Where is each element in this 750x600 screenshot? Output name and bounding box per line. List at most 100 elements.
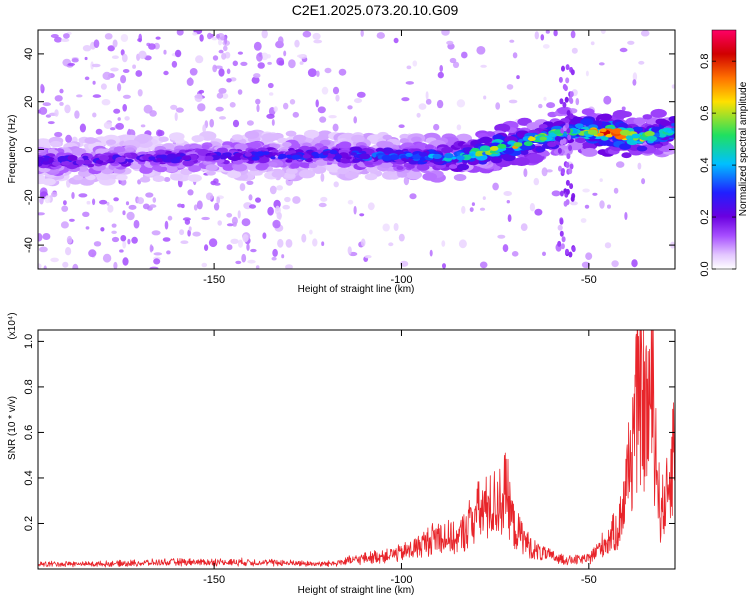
heat-speckle [163,177,171,182]
heat-speckle [632,72,638,81]
heat-cell [619,129,631,136]
heat-cell [234,143,248,151]
heat-cell [659,120,671,126]
heat-speckle [43,265,47,269]
colorbar-label: Normalized spectral amplitude [738,81,749,216]
heat-cell [416,163,430,171]
heat-speckle [585,70,589,77]
heat-speckle [353,205,357,215]
heat-speckle [516,75,520,80]
heat-speckle [128,204,137,210]
heat-speckle [476,46,486,55]
heat-speckle [312,238,318,247]
heat-speckle [201,216,210,221]
heat-speckle [281,254,285,259]
heat-speckle [273,106,278,112]
heat-speckle [560,168,565,175]
heat-speckle [247,259,256,264]
heat-speckle [604,242,612,249]
heat-speckle [192,231,201,237]
heat-cell [441,146,453,154]
heat-speckle [120,34,129,42]
heat-speckle [121,53,128,63]
heat-speckle [187,189,194,196]
heat-speckle [59,88,64,94]
heat-speckle [140,124,146,128]
heat-cell [432,153,442,159]
heat-cell [113,146,126,153]
heat-speckle [347,105,353,110]
heat-speckle [102,71,112,80]
x-tick-label: -50 [581,274,597,286]
heat-cell [497,143,507,149]
heat-speckle [261,30,268,39]
heat-speckle [309,229,313,235]
heat-speckle [92,198,96,206]
y-tick-label: -40 [23,237,35,253]
heat-cell [285,154,292,158]
heat-speckle [624,212,628,220]
colorbar-gradient [711,29,737,270]
heat-speckle [273,220,279,227]
heat-cell [646,117,660,126]
heat-speckle [226,78,232,83]
heat-speckle [198,89,205,94]
heat-speckle [542,44,550,49]
heat-cell [406,164,415,169]
heat-speckle [102,253,112,263]
heat-speckle [84,56,88,61]
heat-cell [581,147,598,157]
heat-speckle [271,256,277,261]
heat-cell [126,154,133,158]
heat-speckle [320,196,328,202]
heat-speckle [301,233,307,243]
heat-speckle [122,210,126,216]
heat-speckle [133,219,140,229]
heat-speckle [449,57,457,64]
heat-speckle [246,180,254,185]
heat-speckle [82,211,90,217]
heat-speckle [508,99,518,104]
heat-speckle [113,261,118,269]
heat-speckle [328,115,337,119]
heat-cell [84,137,97,144]
heat-speckle [38,263,42,269]
heat-speckle [199,34,204,42]
heat-cell [105,139,117,145]
heat-speckle [471,202,475,207]
heat-speckle [229,102,236,108]
heat-speckle [533,177,540,186]
heat-cell [205,164,218,172]
heat-speckle [267,206,274,216]
heat-cell [548,132,557,138]
heat-speckle [619,47,628,53]
heat-speckle [276,212,282,220]
heat-cell [262,151,270,156]
heat-speckle [194,93,203,103]
heat-speckle [332,86,340,95]
heat-speckle [216,33,220,39]
heat-speckle [506,84,514,90]
heat-cell [227,170,242,179]
snr-x-label: Height of straight line (km) [298,585,415,596]
heat-cell [248,141,261,149]
heat-speckle [120,235,127,242]
heat-speckle [153,258,161,265]
heat-speckle [637,162,642,170]
snr-ticks: -150 -100 -50 0.2 0.4 0.6 0.8 1.0 [23,330,675,586]
heat-cell [75,159,85,165]
heat-speckle [292,196,301,204]
heat-cell [179,153,186,157]
heat-speckle [571,246,576,253]
heat-speckle [47,121,55,125]
heat-speckle [237,51,243,55]
heat-speckle [253,73,261,79]
heat-speckle [260,52,269,61]
heat-speckle [433,123,440,131]
heat-speckle [71,58,79,63]
heat-speckle [599,178,603,183]
heat-speckle [256,52,263,62]
heat-cell [52,161,61,167]
heat-cell [169,132,185,141]
heat-cell [444,153,454,159]
